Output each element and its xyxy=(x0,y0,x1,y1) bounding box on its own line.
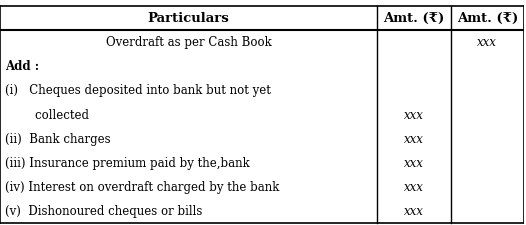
Text: xxx: xxx xyxy=(404,156,424,169)
Text: xxx: xxx xyxy=(404,132,424,145)
Text: (ii)  Bank charges: (ii) Bank charges xyxy=(5,132,111,145)
Text: Particulars: Particulars xyxy=(148,12,229,25)
Text: xxx: xxx xyxy=(477,36,497,49)
Text: Amt. (₹): Amt. (₹) xyxy=(457,12,518,25)
Text: (i)   Cheques deposited into bank but not yet: (i) Cheques deposited into bank but not … xyxy=(5,84,271,97)
Text: xxx: xxx xyxy=(404,108,424,121)
Text: (v)  Dishonoured cheques or bills: (v) Dishonoured cheques or bills xyxy=(5,204,203,217)
Text: Add :: Add : xyxy=(5,60,39,73)
Text: (iv) Interest on overdraft charged by the bank: (iv) Interest on overdraft charged by th… xyxy=(5,180,280,193)
Text: xxx: xxx xyxy=(404,180,424,193)
Text: collected: collected xyxy=(5,108,89,121)
Text: Amt. (₹): Amt. (₹) xyxy=(383,12,444,25)
Text: (iii) Insurance premium paid by the,bank: (iii) Insurance premium paid by the,bank xyxy=(5,156,250,169)
Text: xxx: xxx xyxy=(404,204,424,217)
Text: Overdraft as per Cash Book: Overdraft as per Cash Book xyxy=(106,36,271,49)
